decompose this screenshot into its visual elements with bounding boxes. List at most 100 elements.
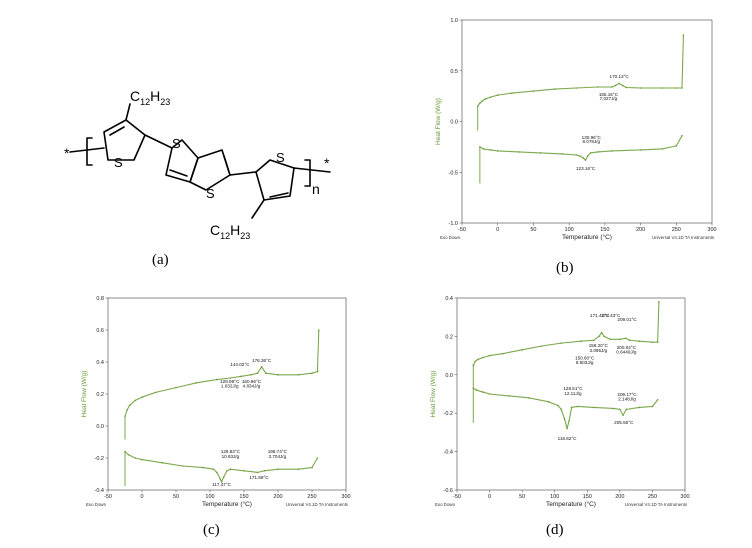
chart2-series-1-point: [482, 356, 484, 359]
chart2-y-tick-label: -0.6: [444, 488, 453, 494]
chart1-series-1-point: [264, 372, 267, 375]
chart2-series-line-1: [472, 301, 660, 366]
chart0-series-1-point: [661, 87, 663, 89]
chart1-panel-label: (c): [203, 522, 220, 538]
chart2-series-1-point: [628, 339, 631, 342]
chart1-series-2-point: [316, 457, 319, 459]
chart0-series-1-point: [554, 88, 556, 90]
chart2-series-1-point: [477, 358, 479, 361]
chart0-series-2-point: [584, 159, 587, 161]
chart2-annotation-label: 158.20°C: [589, 343, 609, 348]
chart2-series-line-2: [473, 387, 659, 430]
chart2-series-2-point: [593, 406, 595, 409]
chart2-x-tick-label: 50: [519, 494, 525, 500]
chart1-series-1-point: [318, 329, 320, 331]
chart2-series-1-point: [619, 338, 621, 341]
chart2-series-1-point: [624, 337, 627, 340]
chart0-series-2-point: [482, 148, 485, 150]
chart1-x-tick-label: 250: [307, 494, 316, 500]
chart2-y-axis-title: Heat Flow (W/g): [430, 371, 437, 418]
chart0-series-2-point: [496, 150, 499, 152]
chart0-annotation-label: 130.96°C: [582, 135, 602, 140]
sulfur-atom-1: S: [114, 155, 123, 170]
chart1-series-2-point: [243, 470, 245, 472]
chart1-series-1-point: [239, 375, 242, 378]
chart0-series-2-point: [681, 134, 683, 137]
dsc-chart-c: -50 0 50 100 150 200 250 300 0.8 0.6 0.4 0.2 0.0 -0.2…: [81, 296, 351, 538]
chart0-x-tick-label: 250: [672, 227, 681, 233]
chart1-series-2-point: [219, 478, 221, 480]
chart1-series-1-point: [195, 382, 198, 384]
repeat-bracket-right: [304, 159, 311, 187]
fused-ring-double-1: [169, 169, 188, 177]
chart1-series-1-point: [128, 404, 131, 407]
chart0-series-1-point: [675, 87, 678, 89]
chart1-series-2-point: [297, 468, 300, 471]
chart1-annotation-label: 10.63J/g: [222, 454, 240, 459]
chart2-annotation-label: 205.55°C: [614, 420, 634, 425]
chart0-x-tick-label: 300: [707, 227, 716, 233]
left-end-star: *: [64, 145, 70, 161]
chart0-annotation-label: 7.027J/g: [600, 96, 618, 101]
fused-ring-left: [165, 139, 199, 183]
chart1-series-1-point: [297, 374, 300, 376]
chart1-footer-right: Universal V4.1D TA Instruments: [286, 502, 349, 507]
chart2-series-1-point: [658, 301, 660, 303]
chart2-series-1-point: [560, 342, 563, 344]
chart1-annotation-label: 117.47°C: [212, 482, 232, 487]
chart0-y-tick-label: 0.0: [450, 120, 458, 126]
chart0-y-tick-label: -0.5: [449, 170, 458, 176]
chart1-y-axis-title: Heat Flow (W/g): [81, 371, 88, 418]
chart1-series-1-point: [250, 374, 252, 376]
dsc-chart-d: -50 0 50 100 150 200 250 300 0.4 0.2 0.0 -0.2 -0.4 -0…: [430, 296, 690, 538]
chart1-y-tick-label: -0.4: [95, 488, 104, 494]
chart0-series-2-point: [539, 152, 542, 154]
chart1-annotation-label: 3.704J/g: [269, 454, 287, 459]
chart0-x-tick-label: 100: [565, 227, 574, 233]
chart2-series-2-point: [508, 395, 510, 397]
chart0-series-1-point: [476, 105, 479, 108]
chart1-series-1-point: [311, 372, 313, 375]
chart1-series-2-point: [182, 465, 184, 467]
chart2-series-1-point: [593, 339, 595, 342]
chart1-series-1-point: [229, 377, 232, 379]
chart0-x-tick-label: 150: [600, 227, 609, 233]
chart1-x-tick-label: 200: [273, 494, 282, 500]
chart2-series-1-point: [488, 354, 491, 357]
chart2-annotation-label: 0.6440J/g: [616, 350, 637, 355]
chart2-annotation-label: 2.148J/g: [618, 397, 636, 402]
chart0-x-tick-label: -50: [458, 227, 466, 233]
chart1-series-1-point: [316, 370, 319, 373]
chart2-annotation-label: 118.62°C: [558, 436, 578, 441]
link-bond-2: [229, 171, 257, 176]
chart0-annotation-label: 155.16°C: [599, 92, 619, 97]
left-thiophene-double-bond: [109, 126, 125, 136]
chart0-series-1-point: [532, 90, 535, 92]
chart0-series-1-point: [621, 84, 624, 87]
chart2-footer-right: Universal V4.1D TA Instruments: [625, 502, 688, 507]
chart2-series-1-point: [609, 338, 611, 341]
chart2-series-2-point: [566, 427, 568, 430]
chart1-series-1-point: [216, 378, 218, 381]
chart2-series-2-point: [625, 408, 628, 411]
chart1-x-tick-label: 100: [205, 494, 214, 500]
chart1-series-2-point: [161, 462, 164, 464]
chart1-series-2-point: [256, 471, 259, 474]
chart0-y-axis-title: Heat Flow (W/g): [435, 98, 442, 145]
chart0-x-axis-title: Temperature (°C): [562, 233, 612, 241]
sulfur-atom-3: S: [206, 186, 215, 201]
chart2-footer-left: Exo Down: [435, 502, 456, 507]
chart2-x-tick-label: 300: [680, 494, 689, 500]
chart2-x-tick-label: -50: [453, 494, 461, 500]
chart2-series-1-point: [651, 341, 654, 343]
bottom-side-chain: C12H23: [210, 222, 250, 241]
chart0-series-1-point: [489, 96, 492, 98]
chart0-series-1-point: [481, 100, 483, 102]
chart2-y-tick-label: -0.4: [444, 450, 453, 456]
chart1-series-1-point: [154, 391, 157, 394]
chart1-series-2-point: [124, 450, 126, 453]
chart1-series-1-point: [277, 374, 279, 376]
chart0-x-tick-label: 0: [496, 227, 499, 233]
chart2-y-tick-label: 0.4: [445, 296, 453, 302]
chart0-annotation-label: 170.13°C: [610, 74, 630, 79]
